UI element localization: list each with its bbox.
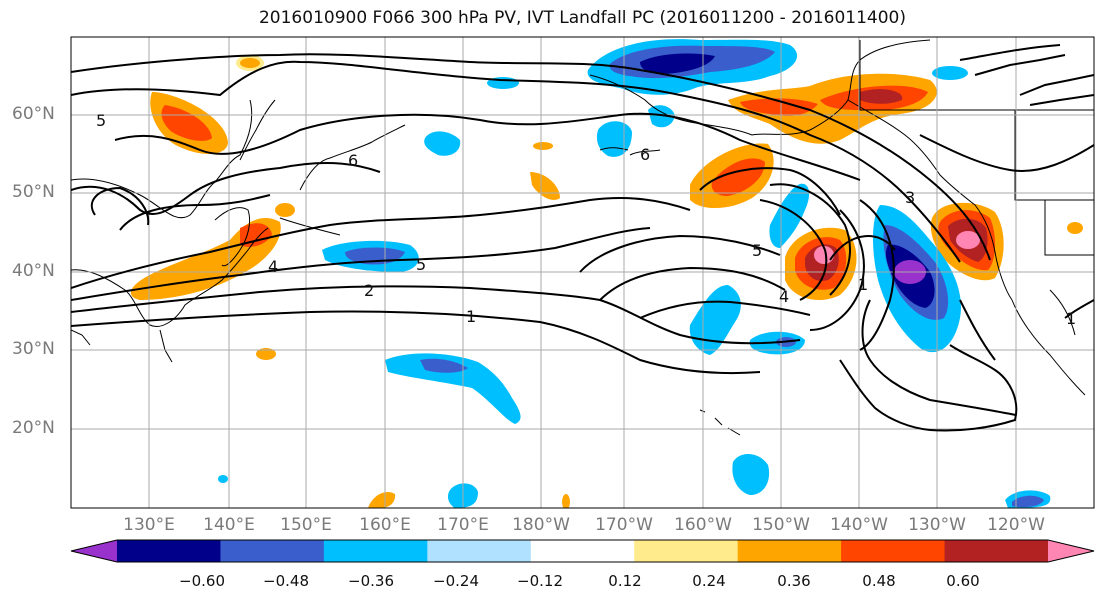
lat-label: 20°N	[12, 418, 55, 438]
lon-label: 140°E	[203, 515, 255, 535]
contour-label: 4	[779, 287, 789, 306]
lon-label: 140°W	[830, 515, 888, 535]
contour-label: 1	[1066, 309, 1076, 328]
colorbar-under-triangle	[71, 540, 117, 562]
colorbar-tick-label: 0.60	[946, 572, 980, 590]
colorbar-tick-label: 0.36	[777, 572, 811, 590]
colorbar-segment	[427, 540, 532, 562]
contour-label: 2	[364, 281, 374, 300]
contour-label: 6	[348, 151, 358, 170]
map-plot-area: 5 6 6 4 2 1 5 5 4 3 1 1	[71, 37, 1094, 508]
lat-label: 40°N	[12, 261, 55, 281]
lon-label: 150°E	[280, 515, 332, 535]
lon-label: 180°W	[512, 515, 570, 535]
map-title: 2016010900 F066 300 hPa PV, IVT Landfall…	[258, 8, 906, 28]
lon-label: 170°E	[437, 515, 489, 535]
contour-label: 5	[752, 241, 762, 260]
colorbar-segment	[220, 540, 325, 562]
contour-label: 4	[268, 257, 278, 276]
contour-label: 1	[466, 307, 476, 326]
gridlines	[71, 37, 1094, 508]
contour-label: 5	[96, 111, 106, 130]
colorbar-tick-label: 0.24	[692, 572, 726, 590]
colorbar-segment	[634, 540, 739, 562]
lon-label: 150°W	[752, 515, 810, 535]
colorbar-segment	[530, 540, 635, 562]
colorbar	[70, 539, 1095, 563]
lon-label: 120°W	[987, 515, 1045, 535]
lon-label: 130°E	[123, 515, 175, 535]
colorbar-segments	[117, 540, 1049, 562]
colorbar-segment	[944, 540, 1049, 562]
colorbar-tick-label: 0.12	[608, 572, 642, 590]
colorbar-tick-label: −0.48	[263, 572, 309, 590]
colorbar-over-triangle	[1048, 540, 1094, 562]
colorbar-segment	[737, 540, 842, 562]
colorbar-segment	[323, 540, 428, 562]
lat-label: 50°N	[12, 182, 55, 202]
contour-label: 6	[640, 145, 650, 164]
lat-label: 60°N	[12, 104, 55, 124]
lon-label: 170°W	[595, 515, 653, 535]
colorbar-tick-label: 0.48	[862, 572, 896, 590]
lat-label: 30°N	[12, 339, 55, 359]
contour-label: 3	[905, 188, 915, 207]
colorbar-tick-label: −0.12	[517, 572, 563, 590]
lon-label: 130°W	[908, 515, 966, 535]
map-frame	[70, 36, 1095, 509]
colorbar-outline	[70, 539, 1095, 563]
ivt-contours	[71, 44, 1094, 432]
shading-layer	[130, 39, 1083, 508]
lon-label: 160°E	[359, 515, 411, 535]
colorbar-tick-label: −0.36	[348, 572, 394, 590]
contour-label: 5	[416, 255, 426, 274]
colorbar-segment	[117, 540, 221, 562]
lon-label: 160°W	[674, 515, 732, 535]
colorbar-tick-label: −0.60	[179, 572, 225, 590]
colorbar-segment	[841, 540, 946, 562]
contour-label: 1	[858, 275, 868, 294]
contour-label-group: 5 6 6 4 2 1 5 5 4 3 1 1	[96, 111, 1076, 328]
colorbar-tick-label: −0.24	[433, 572, 479, 590]
